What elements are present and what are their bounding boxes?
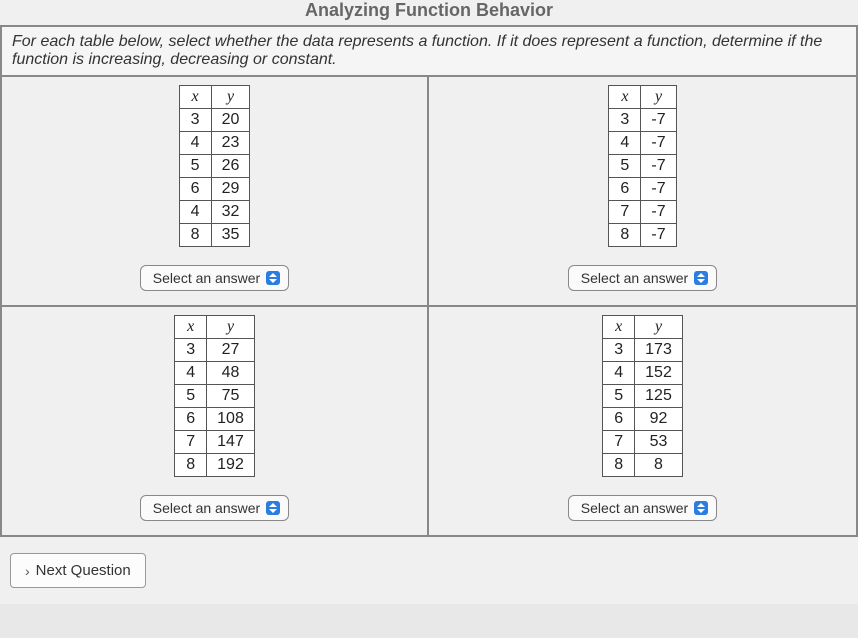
cell: 26	[211, 155, 250, 178]
cell: 35	[211, 224, 250, 247]
col-x: x	[175, 316, 207, 339]
next-question-button[interactable]: › Next Question	[10, 553, 146, 588]
cell: 8	[175, 454, 207, 477]
col-y: y	[207, 316, 255, 339]
col-y: y	[641, 86, 676, 109]
col-y: y	[211, 86, 250, 109]
instructions: For each table below, select whether the…	[0, 25, 858, 77]
cell: 53	[635, 431, 683, 454]
cell: 173	[635, 339, 683, 362]
cell: 147	[207, 431, 255, 454]
cell: 3	[603, 339, 635, 362]
cell: 8	[603, 454, 635, 477]
select-label: Select an answer	[581, 270, 688, 286]
cell: -7	[641, 201, 676, 224]
col-y: y	[635, 316, 683, 339]
select-answer-2[interactable]: Select an answer	[568, 265, 717, 291]
cell: 20	[211, 109, 250, 132]
cell: 32	[211, 201, 250, 224]
select-answer-4[interactable]: Select an answer	[568, 495, 717, 521]
cell: 3	[179, 109, 211, 132]
cell: 125	[635, 385, 683, 408]
cell: -7	[641, 109, 676, 132]
stepper-icon	[694, 501, 708, 515]
table-cell-2: xy 3-7 4-7 5-7 6-7 7-7 8-7 Select an ans…	[429, 77, 856, 307]
col-x: x	[179, 86, 211, 109]
cell: 75	[207, 385, 255, 408]
cell: 5	[603, 385, 635, 408]
page-title: Analyzing Function Behavior	[0, 0, 858, 25]
cell: 6	[179, 178, 211, 201]
cell: 48	[207, 362, 255, 385]
cell: 4	[179, 201, 211, 224]
cell: 5	[179, 155, 211, 178]
next-label: Next Question	[36, 562, 131, 579]
cell: 3	[609, 109, 641, 132]
table-cell-1: xy 320 423 526 629 432 835 Select an ans…	[2, 77, 429, 307]
footer: › Next Question	[0, 537, 858, 604]
cell: 8	[635, 454, 683, 477]
cell: 4	[175, 362, 207, 385]
worksheet-container: Analyzing Function Behavior For each tab…	[0, 0, 858, 604]
cell: 23	[211, 132, 250, 155]
xy-table-1: xy 320 423 526 629 432 835	[179, 85, 251, 247]
xy-table-2: xy 3-7 4-7 5-7 6-7 7-7 8-7	[608, 85, 676, 247]
cell: 108	[207, 408, 255, 431]
select-label: Select an answer	[153, 270, 260, 286]
cell: 6	[609, 178, 641, 201]
cell: -7	[641, 178, 676, 201]
cell: 3	[175, 339, 207, 362]
select-label: Select an answer	[581, 500, 688, 516]
cell: 8	[609, 224, 641, 247]
cell: 7	[175, 431, 207, 454]
table-cell-3: xy 327 448 575 6108 7147 8192 Select an …	[2, 307, 429, 537]
cell: 5	[175, 385, 207, 408]
cell: -7	[641, 155, 676, 178]
xy-table-4: xy 3173 4152 5125 692 753 88	[602, 315, 683, 477]
table-cell-4: xy 3173 4152 5125 692 753 88 Select an a…	[429, 307, 856, 537]
cell: -7	[641, 224, 676, 247]
col-x: x	[603, 316, 635, 339]
stepper-icon	[266, 271, 280, 285]
cell: 4	[609, 132, 641, 155]
col-x: x	[609, 86, 641, 109]
cell: 192	[207, 454, 255, 477]
select-answer-3[interactable]: Select an answer	[140, 495, 289, 521]
cell: 7	[603, 431, 635, 454]
select-answer-1[interactable]: Select an answer	[140, 265, 289, 291]
cell: 27	[207, 339, 255, 362]
cell: 152	[635, 362, 683, 385]
chevron-right-icon: ›	[25, 563, 30, 579]
xy-table-3: xy 327 448 575 6108 7147 8192	[174, 315, 255, 477]
tables-grid: xy 320 423 526 629 432 835 Select an ans…	[0, 77, 858, 537]
cell: 6	[603, 408, 635, 431]
cell: 7	[609, 201, 641, 224]
cell: 4	[179, 132, 211, 155]
cell: -7	[641, 132, 676, 155]
cell: 4	[603, 362, 635, 385]
cell: 29	[211, 178, 250, 201]
select-label: Select an answer	[153, 500, 260, 516]
cell: 8	[179, 224, 211, 247]
cell: 92	[635, 408, 683, 431]
stepper-icon	[266, 501, 280, 515]
stepper-icon	[694, 271, 708, 285]
cell: 6	[175, 408, 207, 431]
cell: 5	[609, 155, 641, 178]
